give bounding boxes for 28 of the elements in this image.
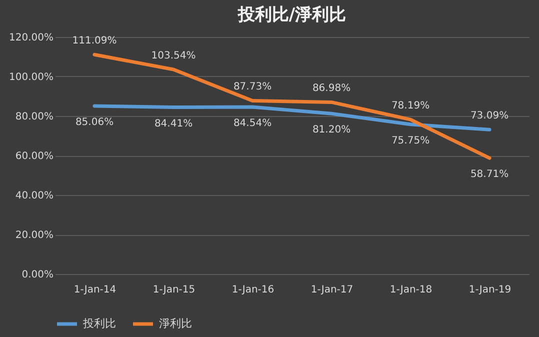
y-tick-label: 120.00%	[9, 32, 54, 44]
data-label: 84.41%	[154, 118, 193, 130]
y-tick-label: 60.00%	[15, 151, 54, 162]
data-label: 58.71%	[470, 169, 509, 180]
x-tick-label: 1-Jan-17	[310, 284, 354, 296]
chart-title: 投利比/淨利比	[236, 5, 346, 25]
data-label: 87.73%	[233, 82, 272, 93]
x-tick-label: 1-Jan-14	[74, 284, 116, 296]
data-label: 85.06%	[75, 117, 114, 128]
legend-label: 投利比	[82, 317, 116, 330]
y-tick-label: 100.00%	[9, 72, 54, 83]
data-label: 75.75%	[391, 135, 430, 146]
data-label: 78.19%	[391, 100, 430, 112]
x-tick-label: 1-Jan-18	[390, 284, 432, 296]
x-tick-label: 1-Jan-16	[232, 284, 274, 296]
x-tick-label: 1-Jan-19	[468, 284, 512, 296]
legend-label: 淨利比	[159, 317, 192, 330]
y-tick-label: 20.00%	[15, 230, 54, 241]
data-label: 81.20%	[312, 124, 351, 136]
data-label: 73.09%	[470, 110, 509, 122]
data-label: 111.09%	[72, 36, 117, 47]
data-label: 103.54%	[151, 50, 196, 62]
data-label: 86.98%	[312, 83, 351, 94]
y-tick-label: 0.00%	[22, 270, 54, 280]
data-label: 84.54%	[233, 118, 272, 130]
x-tick-label: 1-Jan-15	[152, 284, 196, 296]
y-tick-label: 40.00%	[15, 190, 54, 202]
y-tick-label: 80.00%	[15, 112, 54, 122]
